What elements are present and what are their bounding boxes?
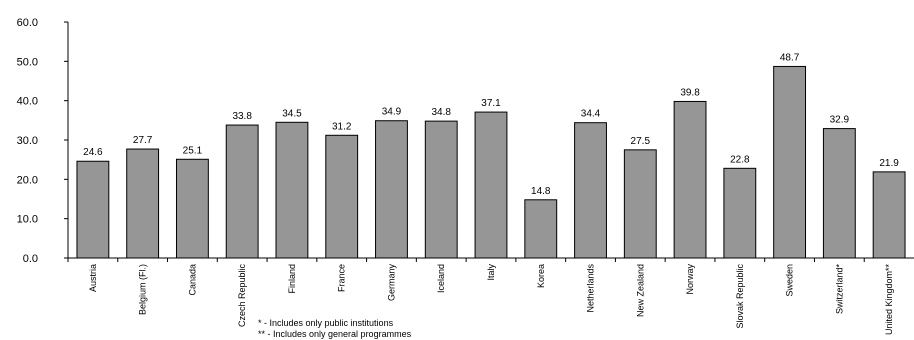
x-tick-label: Finland [287, 264, 297, 294]
value-label: 34.5 [282, 108, 302, 119]
bar [424, 120, 458, 259]
bar [524, 199, 558, 259]
bar [275, 121, 309, 259]
y-tick-label: 0.0 [23, 253, 38, 265]
value-label: 34.9 [382, 107, 402, 118]
bar [126, 148, 160, 259]
x-tick-label: New Zealand [635, 264, 645, 317]
value-label: 39.8 [680, 87, 700, 98]
bar [474, 111, 508, 259]
footnote: ** - Includes only general programmes [258, 329, 412, 339]
x-tick-label: Czech Republic [237, 264, 247, 328]
x-tick-label: Canada [187, 264, 197, 296]
value-label: 34.4 [581, 109, 601, 120]
y-tick-label: 10.0 [17, 214, 38, 226]
y-tick-label: 20.0 [17, 174, 38, 186]
bar [375, 120, 408, 259]
value-label: 14.8 [531, 186, 551, 197]
x-tick-label: United Kingdom** [884, 264, 894, 336]
x-tick-label: Korea [536, 264, 546, 288]
value-label: 32.9 [830, 115, 850, 126]
bar [225, 124, 259, 259]
y-tick-label: 40.0 [17, 96, 38, 108]
bar [325, 134, 359, 259]
x-tick-label: Austria [88, 264, 98, 292]
bar [723, 167, 757, 259]
x-tick-label: Belgium (Fl.) [138, 264, 148, 315]
x-tick-label: Italy [486, 264, 496, 281]
bar [76, 160, 110, 259]
x-tick-label: France [337, 264, 347, 292]
bar [822, 128, 856, 259]
value-label: 21.9 [879, 158, 899, 169]
bar [773, 65, 807, 259]
value-label: 22.8 [730, 154, 750, 165]
value-label: 31.2 [332, 121, 352, 132]
bar [673, 100, 707, 259]
x-tick-label: Iceland [436, 264, 446, 293]
y-tick-label: 30.0 [17, 135, 38, 147]
footnote: * - Includes only public institutions [258, 318, 394, 328]
value-label: 27.5 [631, 136, 651, 147]
x-tick-label: Switzerland* [834, 264, 844, 315]
bar [574, 122, 607, 259]
y-tick-label: 60.0 [17, 17, 38, 29]
bar [623, 149, 657, 259]
value-label: 33.8 [232, 111, 252, 122]
x-tick-label: Norway [685, 264, 695, 295]
value-label: 27.7 [133, 135, 153, 146]
value-label: 34.8 [432, 107, 452, 118]
x-tick-label: Germany [386, 264, 396, 302]
value-label: 24.6 [83, 147, 103, 158]
bar [175, 158, 209, 259]
value-label: 37.1 [481, 98, 501, 109]
value-label: 25.1 [183, 145, 203, 156]
x-tick-label: Slovak Republic [735, 264, 745, 329]
bar [872, 171, 906, 259]
value-label: 48.7 [780, 52, 800, 63]
x-tick-label: Netherlands [586, 264, 596, 313]
y-tick-label: 50.0 [17, 56, 38, 68]
x-tick-label: Sweden [785, 264, 795, 297]
